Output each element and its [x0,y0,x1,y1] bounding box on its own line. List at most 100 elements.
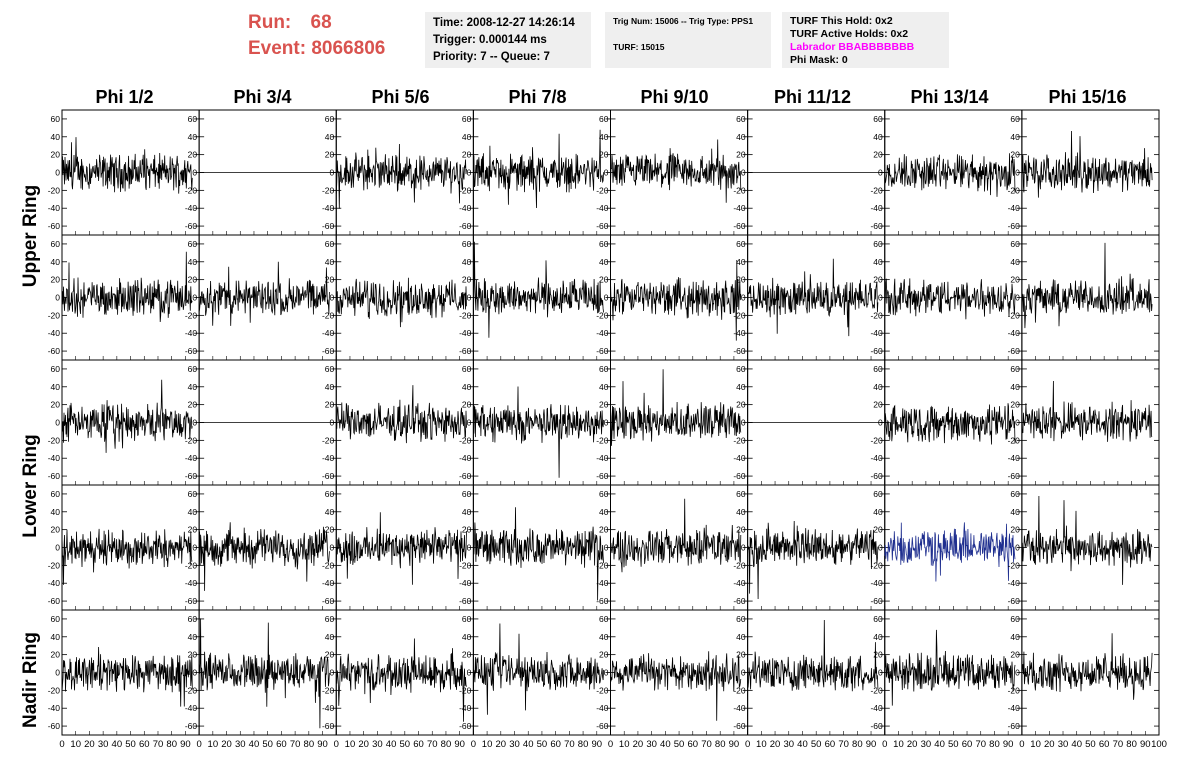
y-tick-label: -60 [48,471,61,481]
column-header-phi-13-14: Phi 13/14 [910,87,989,107]
x-tick-label: 90 [1003,739,1014,750]
y-tick-label: 40 [873,632,883,642]
x-tick-label: 0 [1019,739,1024,750]
y-tick-label: 60 [325,489,335,499]
y-tick-label: -20 [596,185,609,195]
y-tick-label: 0 [330,543,335,553]
waveform-trace [61,251,193,323]
y-tick-label: 0 [604,668,609,678]
y-tick-label: 0 [604,543,609,553]
x-tick-label: 10 [482,739,493,750]
waveform-trace [473,241,604,338]
x-tick-label: 40 [386,739,397,750]
y-tick-label: 40 [599,507,609,517]
y-tick-label: 20 [325,150,335,160]
x-tick-label: 60 [962,739,973,750]
waveform-trace [884,153,1016,197]
x-tick-label: 20 [633,739,644,750]
turf-hold-box: TURF This Hold: 0x2 TURF Active Holds: 0… [782,12,949,68]
y-tick-label: 0 [604,418,609,428]
y-tick-label: -40 [185,703,198,713]
y-tick-label: -60 [322,221,335,231]
y-tick-label: -40 [870,453,883,463]
y-tick-label: -20 [48,435,61,445]
y-tick-label: -20 [733,310,746,320]
y-tick-label: -40 [733,453,746,463]
x-tick-label: 30 [921,739,932,750]
y-tick-label: -40 [870,578,883,588]
y-tick-label: -20 [185,435,198,445]
y-tick-label: -20 [1008,560,1021,570]
y-tick-label: 40 [462,507,472,517]
y-tick-label: 0 [330,668,335,678]
y-tick-label: -60 [733,471,746,481]
y-tick-label: -60 [733,721,746,731]
y-tick-label: 60 [736,364,746,374]
y-tick-label: 0 [1015,168,1020,178]
x-tick-label: 90 [317,739,328,750]
y-tick-label: -20 [1008,185,1021,195]
y-tick-label: 0 [604,168,609,178]
y-tick-label: -40 [48,703,61,713]
waveform-trace [335,277,467,328]
y-tick-label: 40 [1010,132,1020,142]
x-tick-label: 0 [334,739,339,750]
waveform-trace [335,512,467,585]
y-tick-label: 0 [1015,543,1020,553]
priority-text: Priority: 7 -- Queue: 7 [433,51,550,63]
y-tick-label: -60 [596,471,609,481]
column-header-phi-5-6: Phi 5/6 [371,87,430,107]
x-tick-label: 30 [783,739,794,750]
y-tick-label: -60 [870,471,883,481]
y-tick-label: 40 [188,382,198,392]
waveform-trace-highlighted [884,522,1016,582]
y-tick-label: 20 [873,650,883,660]
y-tick-label: -40 [322,203,335,213]
waveform-trace [884,629,1016,706]
y-tick-label: 60 [599,364,609,374]
y-tick-label: -60 [185,596,198,606]
y-tick-label: 60 [736,489,746,499]
waveform-trace [1021,633,1153,700]
x-tick-label: 40 [1071,739,1082,750]
y-tick-label: 20 [599,275,609,285]
run-label: Run: [248,12,292,33]
y-tick-label: -60 [596,221,609,231]
y-tick-label: -60 [48,596,61,606]
y-tick-label: 60 [51,364,61,374]
y-tick-label: -20 [459,310,472,320]
x-tick-label: 0 [471,739,476,750]
y-tick-label: 20 [736,650,746,660]
x-tick-label: 10 [893,739,904,750]
y-tick-label: -20 [870,185,883,195]
y-tick-label: 20 [873,525,883,535]
y-tick-label: 40 [873,132,883,142]
y-tick-label: 60 [188,614,198,624]
y-tick-label: -60 [733,346,746,356]
y-tick-label: -20 [870,310,883,320]
y-tick-label: -40 [459,453,472,463]
y-tick-label: -20 [459,185,472,195]
trigger-text: Trigger: 0.000144 ms [433,34,547,46]
y-tick-label: 20 [325,400,335,410]
y-tick-label: -20 [596,560,609,570]
y-tick-label: 40 [873,257,883,267]
x-tick-label: 0 [745,739,750,750]
y-tick-label: -40 [1008,578,1021,588]
y-tick-label: 20 [1010,275,1020,285]
x-tick-label: 10 [345,739,356,750]
y-tick-label: -40 [459,328,472,338]
y-tick-label: 20 [188,275,198,285]
y-tick-label: 0 [741,418,746,428]
waveform-trace [747,619,879,692]
event-line: Event: 8066806 [248,36,418,62]
y-tick-label: -40 [733,578,746,588]
y-tick-label: -20 [185,185,198,195]
x-tick-label: 20 [496,739,507,750]
y-tick-label: 0 [741,293,746,303]
waveform-trace [198,261,330,326]
y-tick-label: 60 [1010,114,1020,124]
column-header-phi-11-12: Phi 11/12 [773,87,852,107]
x-tick-label: 0 [882,739,887,750]
y-tick-label: -20 [185,685,198,695]
